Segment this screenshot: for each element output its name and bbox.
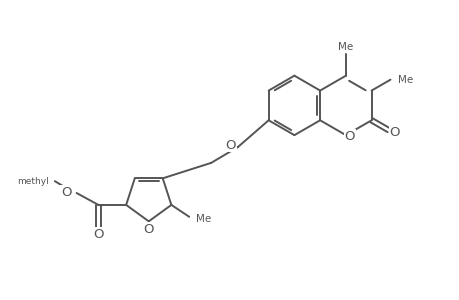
Text: O: O [225, 139, 236, 152]
Text: Me: Me [196, 214, 211, 224]
Text: O: O [61, 185, 72, 199]
Text: Me: Me [337, 42, 353, 52]
Text: O: O [389, 126, 399, 139]
Text: Me: Me [397, 75, 413, 85]
Text: O: O [344, 130, 354, 142]
Text: O: O [93, 228, 103, 241]
Text: O: O [143, 223, 154, 236]
Text: methyl: methyl [17, 177, 49, 186]
